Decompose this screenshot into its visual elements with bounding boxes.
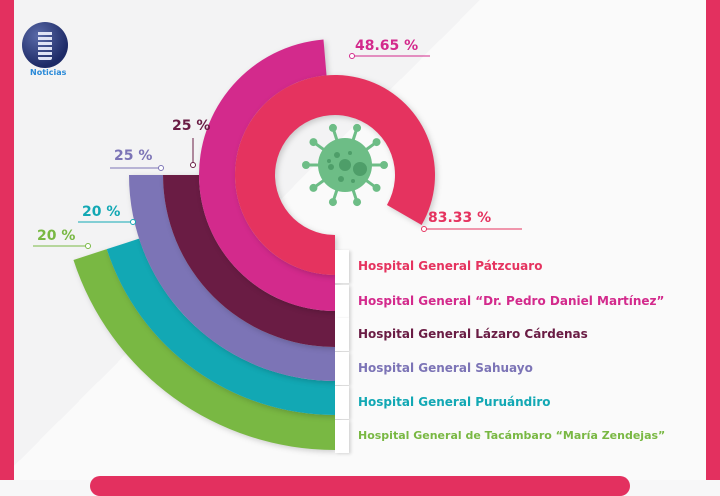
- logo-globe-icon: [22, 22, 68, 68]
- value-label: 48.65 %: [355, 38, 419, 54]
- left-border: [0, 0, 14, 480]
- legend-row-tab: [335, 250, 349, 283]
- bar-arc: [163, 175, 335, 347]
- bar-arc: [129, 175, 335, 381]
- legend-row-tab: [335, 420, 349, 453]
- value-label: 20 %: [37, 228, 76, 244]
- radial-bar-chart: [33, 39, 522, 450]
- value-label: 25 %: [172, 118, 211, 134]
- legend-row-tab: [335, 285, 349, 318]
- bar-arc: [199, 39, 335, 312]
- leader-dot: [349, 53, 355, 59]
- legend-row-tab: [335, 318, 349, 351]
- category-label: Hospital General Lázaro Cárdenas: [358, 327, 588, 341]
- leader-dot: [158, 165, 164, 171]
- bar-arc: [234, 75, 435, 275]
- category-label: Hospital General “Dr. Pedro Daniel Martí…: [358, 294, 665, 308]
- value-label: 25 %: [114, 148, 153, 164]
- logo: Noticias: [20, 22, 70, 82]
- logo-text: Noticias: [30, 68, 67, 77]
- virus-icon: [302, 123, 388, 207]
- value-label: 20 %: [82, 204, 121, 220]
- category-label: Hospital General Puruándiro: [358, 395, 551, 409]
- bar-arc: [73, 249, 335, 450]
- legend-row-tab: [335, 352, 349, 385]
- right-border: [706, 0, 720, 480]
- category-label: Hospital General Sahuayo: [358, 361, 533, 375]
- legend-row-tab: [335, 386, 349, 419]
- bar-arc: [106, 238, 336, 415]
- leader-dot: [190, 162, 196, 168]
- category-label: Hospital General Pátzcuaro: [358, 259, 543, 273]
- leader-dot: [130, 219, 136, 225]
- value-label: 83.33 %: [428, 210, 492, 226]
- leader-dot: [85, 243, 91, 249]
- category-label: Hospital General de Tacámbaro “María Zen…: [358, 429, 666, 442]
- leader-dot: [421, 226, 427, 232]
